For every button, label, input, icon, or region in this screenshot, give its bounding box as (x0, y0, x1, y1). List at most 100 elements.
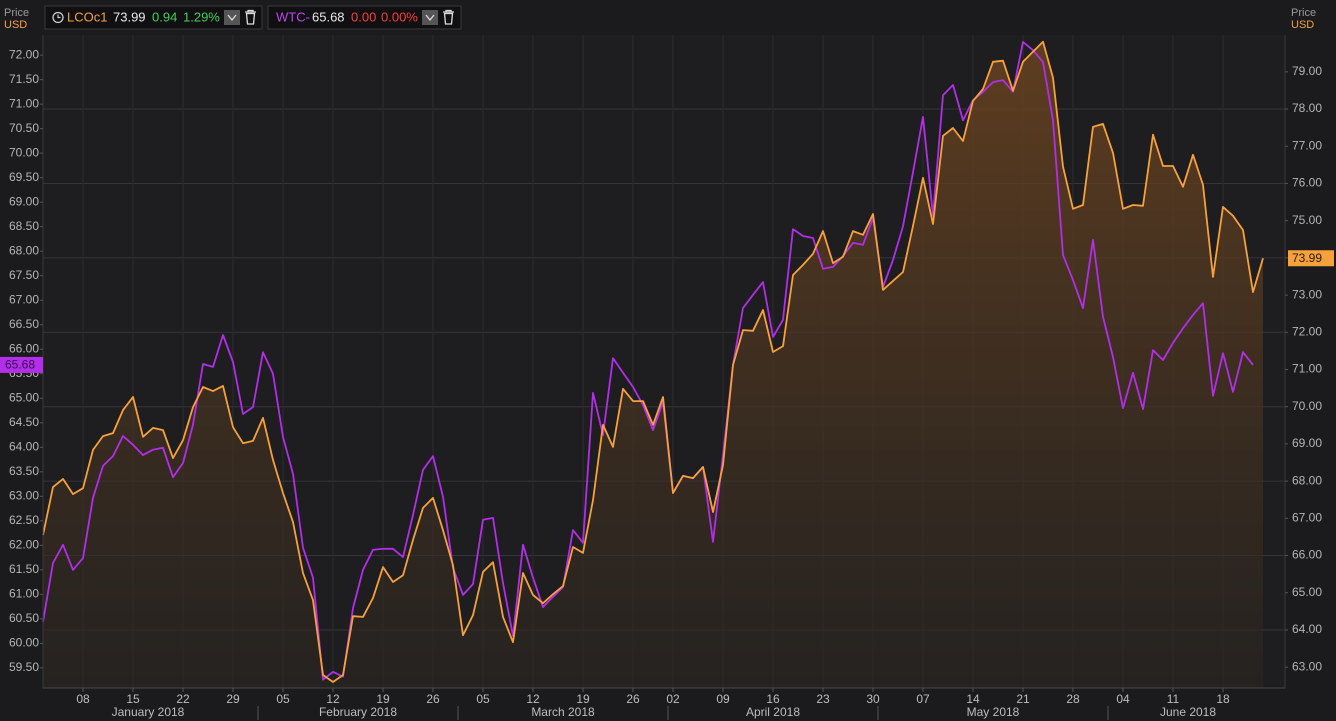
x-tick-label: 29 (226, 692, 240, 706)
y-tick-label: 70.00 (9, 145, 39, 159)
legend-series-name: LCOc1 (67, 9, 107, 24)
y2-tick-label: 79.00 (1292, 64, 1322, 78)
month-label: June 2018 (1160, 705, 1216, 719)
y-tick-label: 62.50 (9, 513, 39, 527)
x-tick-label: 16 (766, 692, 780, 706)
y2-tick-label: 70.00 (1292, 399, 1322, 413)
y-tick-label: 67.00 (9, 292, 39, 306)
y2-tick-label: 72.00 (1292, 324, 1322, 338)
x-tick-label: 22 (176, 692, 190, 706)
x-tick-label: 30 (866, 692, 880, 706)
y2-tick-label: 77.00 (1292, 138, 1322, 152)
x-tick-label: 12 (326, 692, 340, 706)
x-tick-label: 15 (126, 692, 140, 706)
y2-tick-label: 68.00 (1292, 473, 1322, 487)
legend-series-name: WTC- (276, 9, 310, 24)
legend-box (267, 5, 462, 30)
y2-tick-label: 67.00 (1292, 511, 1322, 525)
y-tick-label: 67.50 (9, 268, 39, 282)
x-tick-label: 14 (966, 692, 980, 706)
last-value-label: 65.68 (5, 358, 35, 372)
last-value-label: 73.99 (1292, 251, 1322, 265)
x-tick-label: 02 (666, 692, 680, 706)
y-tick-label: 59.50 (9, 660, 39, 674)
x-tick-label: 26 (426, 692, 440, 706)
line (42, 40, 1264, 683)
y-tick-label: 64.50 (9, 415, 39, 429)
y-tick-label: 60.50 (9, 611, 39, 625)
delete-icon[interactable] (245, 9, 256, 25)
legend-last-value: 73.99 (113, 9, 146, 24)
y-tick-label: 68.50 (9, 219, 39, 233)
x-tick-label: 12 (526, 692, 540, 706)
series-layer (42, 40, 1264, 688)
legend-last-value: 65.68 (312, 9, 345, 24)
month-label: January 2018 (112, 705, 185, 719)
legend-change: 0.94 (152, 9, 177, 24)
dropdown-arrow (227, 14, 237, 22)
y-tick-label: 61.00 (9, 587, 39, 601)
x-tick-label: 09 (716, 692, 730, 706)
legend-item[interactable]: WTC- 65.68 0.00 0.00% (267, 5, 462, 30)
y2-tick-label: 71.00 (1292, 362, 1322, 376)
y-tick-label: 63.50 (9, 464, 39, 478)
y2-tick-label: 64.00 (1292, 622, 1322, 636)
y-tick-label: 71.00 (9, 96, 39, 110)
x-tick-label: 18 (1216, 692, 1230, 706)
x-tick-label: 05 (276, 692, 290, 706)
y2-tick-label: 66.00 (1292, 548, 1322, 562)
legend-box (44, 5, 263, 30)
area (43, 41, 1263, 688)
y-tick-label: 66.50 (9, 317, 39, 331)
y-tick-label: 69.00 (9, 194, 39, 208)
y2-tick-label: 69.00 (1292, 436, 1322, 450)
y2-axis-unit: USD (1291, 19, 1314, 31)
month-label: March 2018 (531, 705, 595, 719)
y2-tick-label: 73.00 (1292, 287, 1322, 301)
x-tick-label: 11 (1167, 692, 1180, 706)
month-label: May 2018 (967, 705, 1020, 719)
y2-axis-label: Price (1291, 7, 1316, 19)
x-tick-label: 28 (1066, 692, 1080, 706)
dropdown-arrow (425, 14, 435, 22)
y-tick-label: 69.50 (9, 170, 39, 184)
y2-tick-label: 65.00 (1292, 585, 1322, 599)
y-tick-label: 65.00 (9, 390, 39, 404)
last-value-tag (0, 356, 43, 373)
legend-change: 0.00 (351, 9, 376, 24)
month-label: April 2018 (746, 705, 800, 719)
y-tick-label: 71.50 (9, 72, 39, 86)
dropdown-button[interactable] (422, 10, 438, 25)
clock-hand (57, 14, 61, 19)
x-tick-label: 07 (916, 692, 930, 706)
y-tick-label: 64.00 (9, 439, 39, 453)
y-tick-label: 63.00 (9, 488, 39, 502)
y2-tick-label: 75.00 (1292, 213, 1322, 227)
legend-change-pct: 0.00% (381, 9, 418, 24)
y2-tick-label: 63.00 (1292, 659, 1322, 673)
y2-tick-label: 78.00 (1292, 101, 1322, 115)
x-tick-label: 08 (76, 692, 90, 706)
month-label: February 2018 (319, 705, 397, 719)
x-tick-label: 05 (476, 692, 490, 706)
y-tick-label: 66.00 (9, 341, 39, 355)
y-axis-label: Price (4, 7, 29, 19)
delete-icon[interactable] (443, 9, 454, 25)
x-tick-label: 19 (376, 692, 390, 706)
dropdown-button[interactable] (224, 10, 240, 25)
legend-change-pct: 1.29% (183, 9, 220, 24)
y-tick-label: 68.00 (9, 243, 39, 257)
y2-tick-label: 76.00 (1292, 176, 1322, 190)
last-value-tags: 73.99 65.68 (0, 250, 1334, 373)
x-tick-label: 04 (1116, 692, 1130, 706)
x-tick-label: 23 (816, 692, 830, 706)
y-tick-label: 62.00 (9, 538, 39, 552)
y-axis-unit: USD (4, 19, 27, 31)
x-tick-label: 21 (1016, 692, 1030, 706)
y-tick-label: 61.50 (9, 562, 39, 576)
legend-item[interactable]: LCOc1 73.99 0.94 1.29% (44, 5, 263, 30)
x-tick-label: 26 (626, 692, 640, 706)
y-tick-label: 72.00 (9, 47, 39, 61)
y-tick-label: 70.50 (9, 121, 39, 135)
